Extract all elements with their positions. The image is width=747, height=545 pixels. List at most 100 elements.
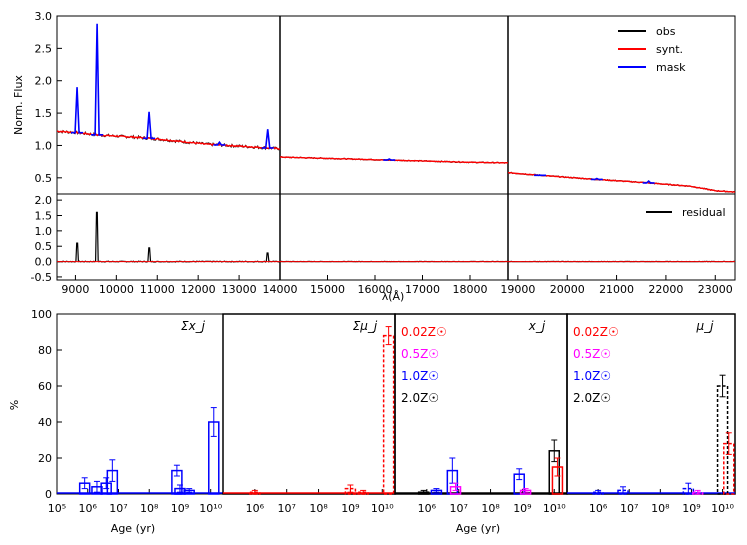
- residual-frame: [56, 193, 736, 281]
- legend-mask-label: mask: [656, 61, 686, 74]
- spectrum-ytick-label: 2.0: [35, 75, 53, 88]
- metallicity-legend-label: 0.5Z☉: [573, 347, 611, 361]
- mask-line: [143, 111, 156, 140]
- age-xlabel-right: Age (yr): [456, 522, 500, 535]
- mask-line: [91, 23, 104, 136]
- metallicity-legend-label: 2.0Z☉: [401, 391, 439, 405]
- metallicity-legend-label: 0.02Z☉: [401, 325, 447, 339]
- spectrum-ytick-label: 2.5: [35, 42, 53, 55]
- metallicity-legend-label: 1.0Z☉: [573, 369, 611, 383]
- mask-line: [383, 158, 396, 161]
- population-ytick-label: 20: [38, 452, 52, 465]
- mask-line: [590, 177, 603, 181]
- wavelength-xtick-label: 11000: [140, 283, 175, 296]
- spectrum-axes: Norm. Flux obs synt. mask 0.5 1.0 1.5 2.0 2.…: [12, 10, 736, 280]
- wavelength-xtick-label: 19000: [500, 283, 535, 296]
- population-panel-3: 10⁶ 10⁷ 10⁸ 10⁹ 10¹⁰ x_j 0.02Z☉ 0.5Z☉ 1.0Z☉ 2.0Z☉: [394, 313, 568, 515]
- legend-residual-label: residual: [682, 206, 726, 219]
- legend-synt-label: synt.: [656, 43, 683, 56]
- age-xtick-label: 10¹⁰: [711, 502, 734, 515]
- population-panel-title: Σμ_j: [353, 319, 378, 333]
- population-panel-frame: [566, 313, 736, 495]
- residual-legend: residual: [646, 206, 726, 219]
- age-xtick-label: 10⁶: [246, 502, 265, 515]
- age-xtick-label: 10⁹: [513, 502, 531, 515]
- population-ytick-label: 60: [38, 380, 52, 393]
- age-xtick-label: 10⁷: [620, 502, 638, 515]
- residual-ytick-label: 0.5: [35, 240, 53, 253]
- mask-line: [71, 87, 84, 134]
- wavelength-xtick-label: 22000: [648, 283, 683, 296]
- age-xtick-label: 10⁹: [682, 502, 700, 515]
- age-xtick-label: 10⁸: [140, 502, 159, 515]
- wavelength-xtick-label: 16000: [358, 283, 393, 296]
- metallicity-legend-label: 1.0Z☉: [401, 369, 439, 383]
- residual-ytick-label: 0.0: [35, 256, 53, 269]
- population-panel-title: μ_j: [696, 319, 715, 333]
- population-bar: [382, 334, 395, 495]
- age-xtick-label: 10⁹: [341, 502, 359, 515]
- age-xtick-label: 10⁸: [309, 502, 328, 515]
- population-ytick-label: 40: [38, 416, 52, 429]
- population-panel-title: x_j: [528, 319, 546, 333]
- metallicity-legend-label: 2.0Z☉: [573, 391, 611, 405]
- mask-line: [642, 179, 655, 184]
- population-bar: [716, 385, 729, 495]
- age-xtick-label: 10⁵: [48, 502, 66, 515]
- wavelength-xtick-label: 9000: [61, 283, 89, 296]
- spectrum-ytick-label: 3.0: [35, 10, 53, 23]
- population-panel-frame: [56, 313, 224, 495]
- population-panel-1: 0 20 40 60 80 100 10⁵ 10⁶ 10⁷ 10⁸ 10⁹ 10¹⁰ Σx_j: [31, 308, 224, 515]
- wavelength-xtick-label: 13000: [222, 283, 257, 296]
- wavelength-xtick-label: 10000: [99, 283, 134, 296]
- age-xtick-label: 10⁶: [418, 502, 437, 515]
- synt-line-segment: [57, 130, 281, 150]
- residual-axes: residual -0.5 0.0 0.5 1.0 1.5 2.0 9000 10000 110…: [31, 193, 736, 303]
- population-panel-frame: [222, 313, 396, 495]
- age-xtick-label: 10⁶: [589, 502, 608, 515]
- population-ytick-label: 80: [38, 344, 52, 357]
- wavelength-xtick-label: 23000: [698, 283, 733, 296]
- population-panel-2: 10⁶ 10⁷ 10⁸ 10⁹ 10¹⁰ Σμ_j: [222, 313, 396, 515]
- age-xtick-label: 10⁷: [449, 502, 467, 515]
- spectrum-ylabel: Norm. Flux: [12, 75, 25, 135]
- residual-ytick-label: 2.0: [35, 194, 53, 207]
- age-xtick-label: 10⁷: [277, 502, 295, 515]
- spectrum-ytick-label: 0.5: [35, 172, 53, 185]
- age-xtick-label: 10⁶: [79, 502, 98, 515]
- age-xtick-label: 10¹⁰: [199, 502, 222, 515]
- metallicity-legend-label: 0.5Z☉: [401, 347, 439, 361]
- residual-ytick-label: -0.5: [31, 271, 52, 284]
- spectrum-ytick-label: 1.0: [35, 139, 53, 152]
- wavelength-xtick-label: 15000: [310, 283, 345, 296]
- age-xtick-label: 10⁹: [171, 502, 189, 515]
- spectrum-ytick-label: 1.5: [35, 107, 53, 120]
- wavelength-xlabel: λ(Å): [382, 290, 405, 303]
- wavelength-xtick-label: 12000: [181, 283, 216, 296]
- legend-obs-label: obs: [656, 25, 676, 38]
- spectrum-legend: obs synt. mask: [618, 25, 686, 74]
- population-ylabel: %: [8, 400, 21, 410]
- wavelength-xtick-label: 21000: [599, 283, 634, 296]
- residual-ytick-label: 1.0: [35, 225, 53, 238]
- population-ytick-label: 0: [45, 488, 52, 501]
- wavelength-xtick-label: 17000: [405, 283, 440, 296]
- wavelength-xtick-label: 14000: [263, 283, 298, 296]
- age-xlabel-left: Age (yr): [111, 522, 155, 535]
- residual-ytick-label: 1.5: [35, 210, 53, 223]
- age-xtick-label: 10⁸: [481, 502, 500, 515]
- population-panel-title: Σx_j: [181, 319, 206, 333]
- residual-line-segment: [56, 211, 281, 263]
- metallicity-legend-label: 0.02Z☉: [573, 325, 619, 339]
- spectrum-frame: [56, 15, 736, 195]
- population-ytick-label: 100: [31, 308, 52, 321]
- population-panel-4: 10⁶ 10⁷ 10⁸ 10⁹ 10¹⁰ μ_j 0.02Z☉ 0.5Z☉ 1.0Z☉ 2.0Z☉: [566, 313, 736, 515]
- mask-line: [213, 140, 226, 146]
- age-xtick-label: 10¹⁰: [543, 502, 566, 515]
- age-xtick-label: 10⁸: [651, 502, 670, 515]
- wavelength-xtick-label: 20000: [550, 283, 585, 296]
- mask-line: [261, 129, 274, 149]
